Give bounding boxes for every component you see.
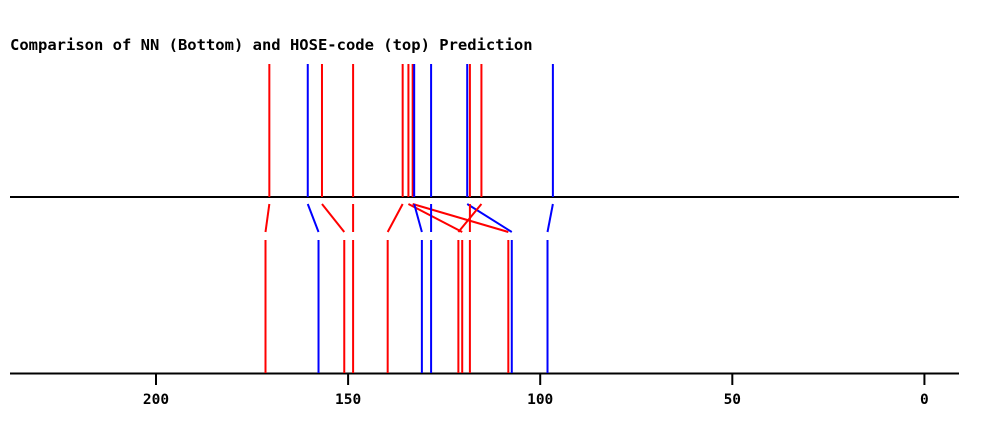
connector-4 <box>386 203 404 233</box>
peaks-layer <box>264 64 554 373</box>
connector-0 <box>264 203 271 233</box>
connector-2 <box>321 203 346 233</box>
connector-9 <box>466 203 513 233</box>
x-axis-ticks: 200 150 100 50 0 <box>143 373 929 408</box>
connector-7 <box>413 203 423 233</box>
chart-title: Comparison of NN (Bottom) and HOSE-code … <box>10 36 533 54</box>
connector-11 <box>457 203 483 233</box>
x-tick-label-0: 200 <box>143 392 169 408</box>
x-tick-label-3: 50 <box>724 392 741 408</box>
connector-5 <box>407 203 463 233</box>
connector-1 <box>306 203 320 233</box>
x-tick-label-4: 0 <box>920 392 929 408</box>
connector-12 <box>546 203 554 233</box>
x-tick-label-2: 100 <box>527 392 553 408</box>
x-tick-label-1: 150 <box>335 392 361 408</box>
connector-6 <box>412 203 509 233</box>
